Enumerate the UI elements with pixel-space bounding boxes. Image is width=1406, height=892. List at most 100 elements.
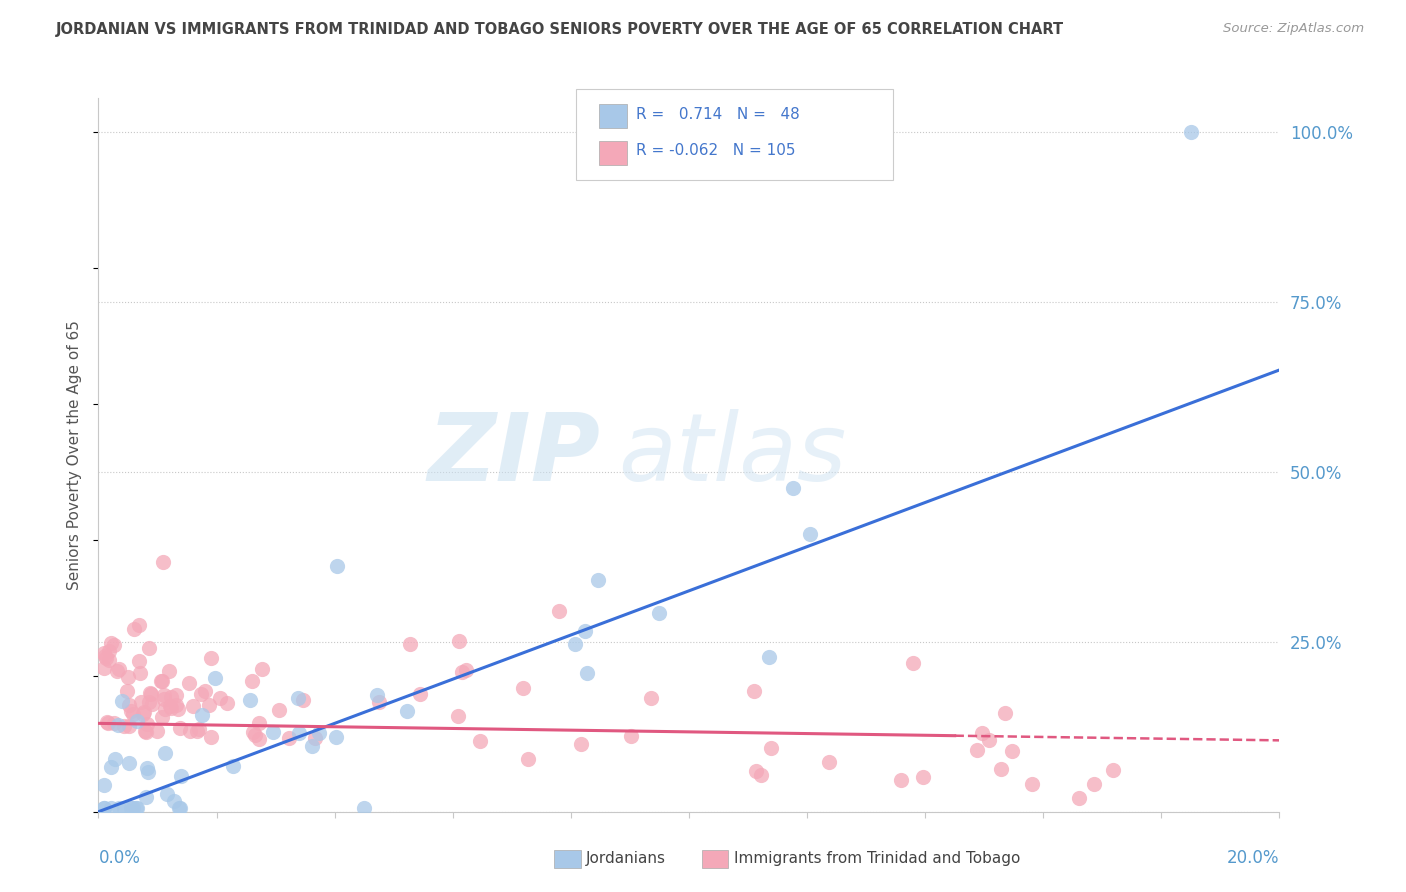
- Point: [93, 660, 115, 674]
- Point: [1001, 744, 1024, 758]
- Text: Immigrants from Trinidad and Tobago: Immigrants from Trinidad and Tobago: [734, 852, 1021, 866]
- Point: [243, 728, 266, 742]
- Point: [94, 650, 117, 665]
- Text: 20.0%: 20.0%: [1227, 849, 1279, 867]
- Point: [395, 704, 418, 718]
- Point: [132, 706, 155, 721]
- Point: [107, 718, 129, 732]
- Point: [138, 640, 160, 655]
- Point: [135, 789, 157, 804]
- Point: [250, 662, 273, 676]
- Point: [120, 704, 142, 718]
- Point: [799, 526, 821, 541]
- Point: [977, 733, 1000, 747]
- Point: [190, 687, 212, 701]
- Point: [1021, 777, 1043, 791]
- Point: [456, 663, 478, 677]
- Point: [1083, 777, 1105, 791]
- Point: [135, 724, 157, 739]
- Point: [648, 606, 671, 620]
- Point: [325, 730, 347, 744]
- Point: [188, 722, 211, 736]
- Point: [576, 666, 599, 681]
- Point: [169, 769, 191, 783]
- Point: [179, 675, 201, 690]
- Point: [139, 686, 162, 700]
- Point: [247, 715, 270, 730]
- Point: [966, 743, 988, 757]
- Point: [129, 666, 152, 681]
- Point: [1180, 125, 1202, 139]
- Point: [117, 671, 139, 685]
- Point: [93, 801, 115, 815]
- Point: [994, 706, 1017, 721]
- Text: Jordanians: Jordanians: [586, 852, 666, 866]
- Point: [194, 684, 217, 698]
- Point: [288, 726, 311, 740]
- Text: Source: ZipAtlas.com: Source: ZipAtlas.com: [1223, 22, 1364, 36]
- Point: [817, 756, 839, 770]
- Point: [108, 661, 131, 675]
- Point: [153, 692, 176, 706]
- Point: [163, 794, 186, 808]
- Point: [98, 653, 121, 667]
- Point: [157, 664, 180, 678]
- Text: 0.0%: 0.0%: [98, 849, 141, 867]
- Point: [745, 764, 768, 778]
- Point: [104, 752, 127, 766]
- Point: [93, 647, 115, 661]
- Point: [564, 637, 586, 651]
- Point: [125, 801, 148, 815]
- Point: [200, 730, 222, 744]
- Point: [247, 731, 270, 746]
- Point: [112, 719, 135, 733]
- Point: [574, 624, 596, 638]
- Point: [153, 746, 176, 760]
- Text: R = -0.062   N = 105: R = -0.062 N = 105: [636, 144, 794, 158]
- Point: [742, 683, 765, 698]
- Point: [96, 714, 118, 729]
- Point: [620, 730, 643, 744]
- Point: [96, 715, 118, 730]
- Point: [150, 673, 173, 688]
- Point: [166, 702, 188, 716]
- Point: [217, 696, 239, 710]
- Text: R =   0.714   N =   48: R = 0.714 N = 48: [636, 107, 799, 121]
- Point: [242, 724, 264, 739]
- Point: [1067, 791, 1090, 805]
- Point: [368, 695, 391, 709]
- Point: [100, 636, 122, 650]
- Point: [761, 741, 783, 756]
- Point: [153, 702, 176, 716]
- Point: [222, 758, 245, 772]
- Point: [972, 726, 994, 740]
- Point: [749, 768, 772, 782]
- Point: [136, 764, 159, 779]
- Point: [269, 703, 291, 717]
- Point: [120, 801, 142, 815]
- Point: [100, 801, 122, 815]
- Point: [408, 686, 430, 700]
- Point: [165, 688, 187, 702]
- Point: [121, 801, 143, 815]
- Point: [145, 724, 167, 739]
- Point: [782, 482, 804, 496]
- Point: [152, 555, 174, 569]
- Point: [165, 698, 187, 712]
- Point: [128, 654, 150, 668]
- Point: [569, 737, 592, 751]
- Point: [353, 801, 375, 815]
- Point: [240, 673, 263, 688]
- Point: [890, 773, 912, 788]
- Point: [450, 665, 472, 679]
- Point: [152, 688, 174, 702]
- Point: [167, 801, 190, 815]
- Point: [118, 719, 141, 733]
- Point: [179, 723, 201, 738]
- Point: [128, 617, 150, 632]
- Point: [758, 649, 780, 664]
- Point: [160, 690, 183, 705]
- Point: [134, 723, 156, 738]
- Point: [204, 671, 226, 685]
- Point: [901, 656, 924, 670]
